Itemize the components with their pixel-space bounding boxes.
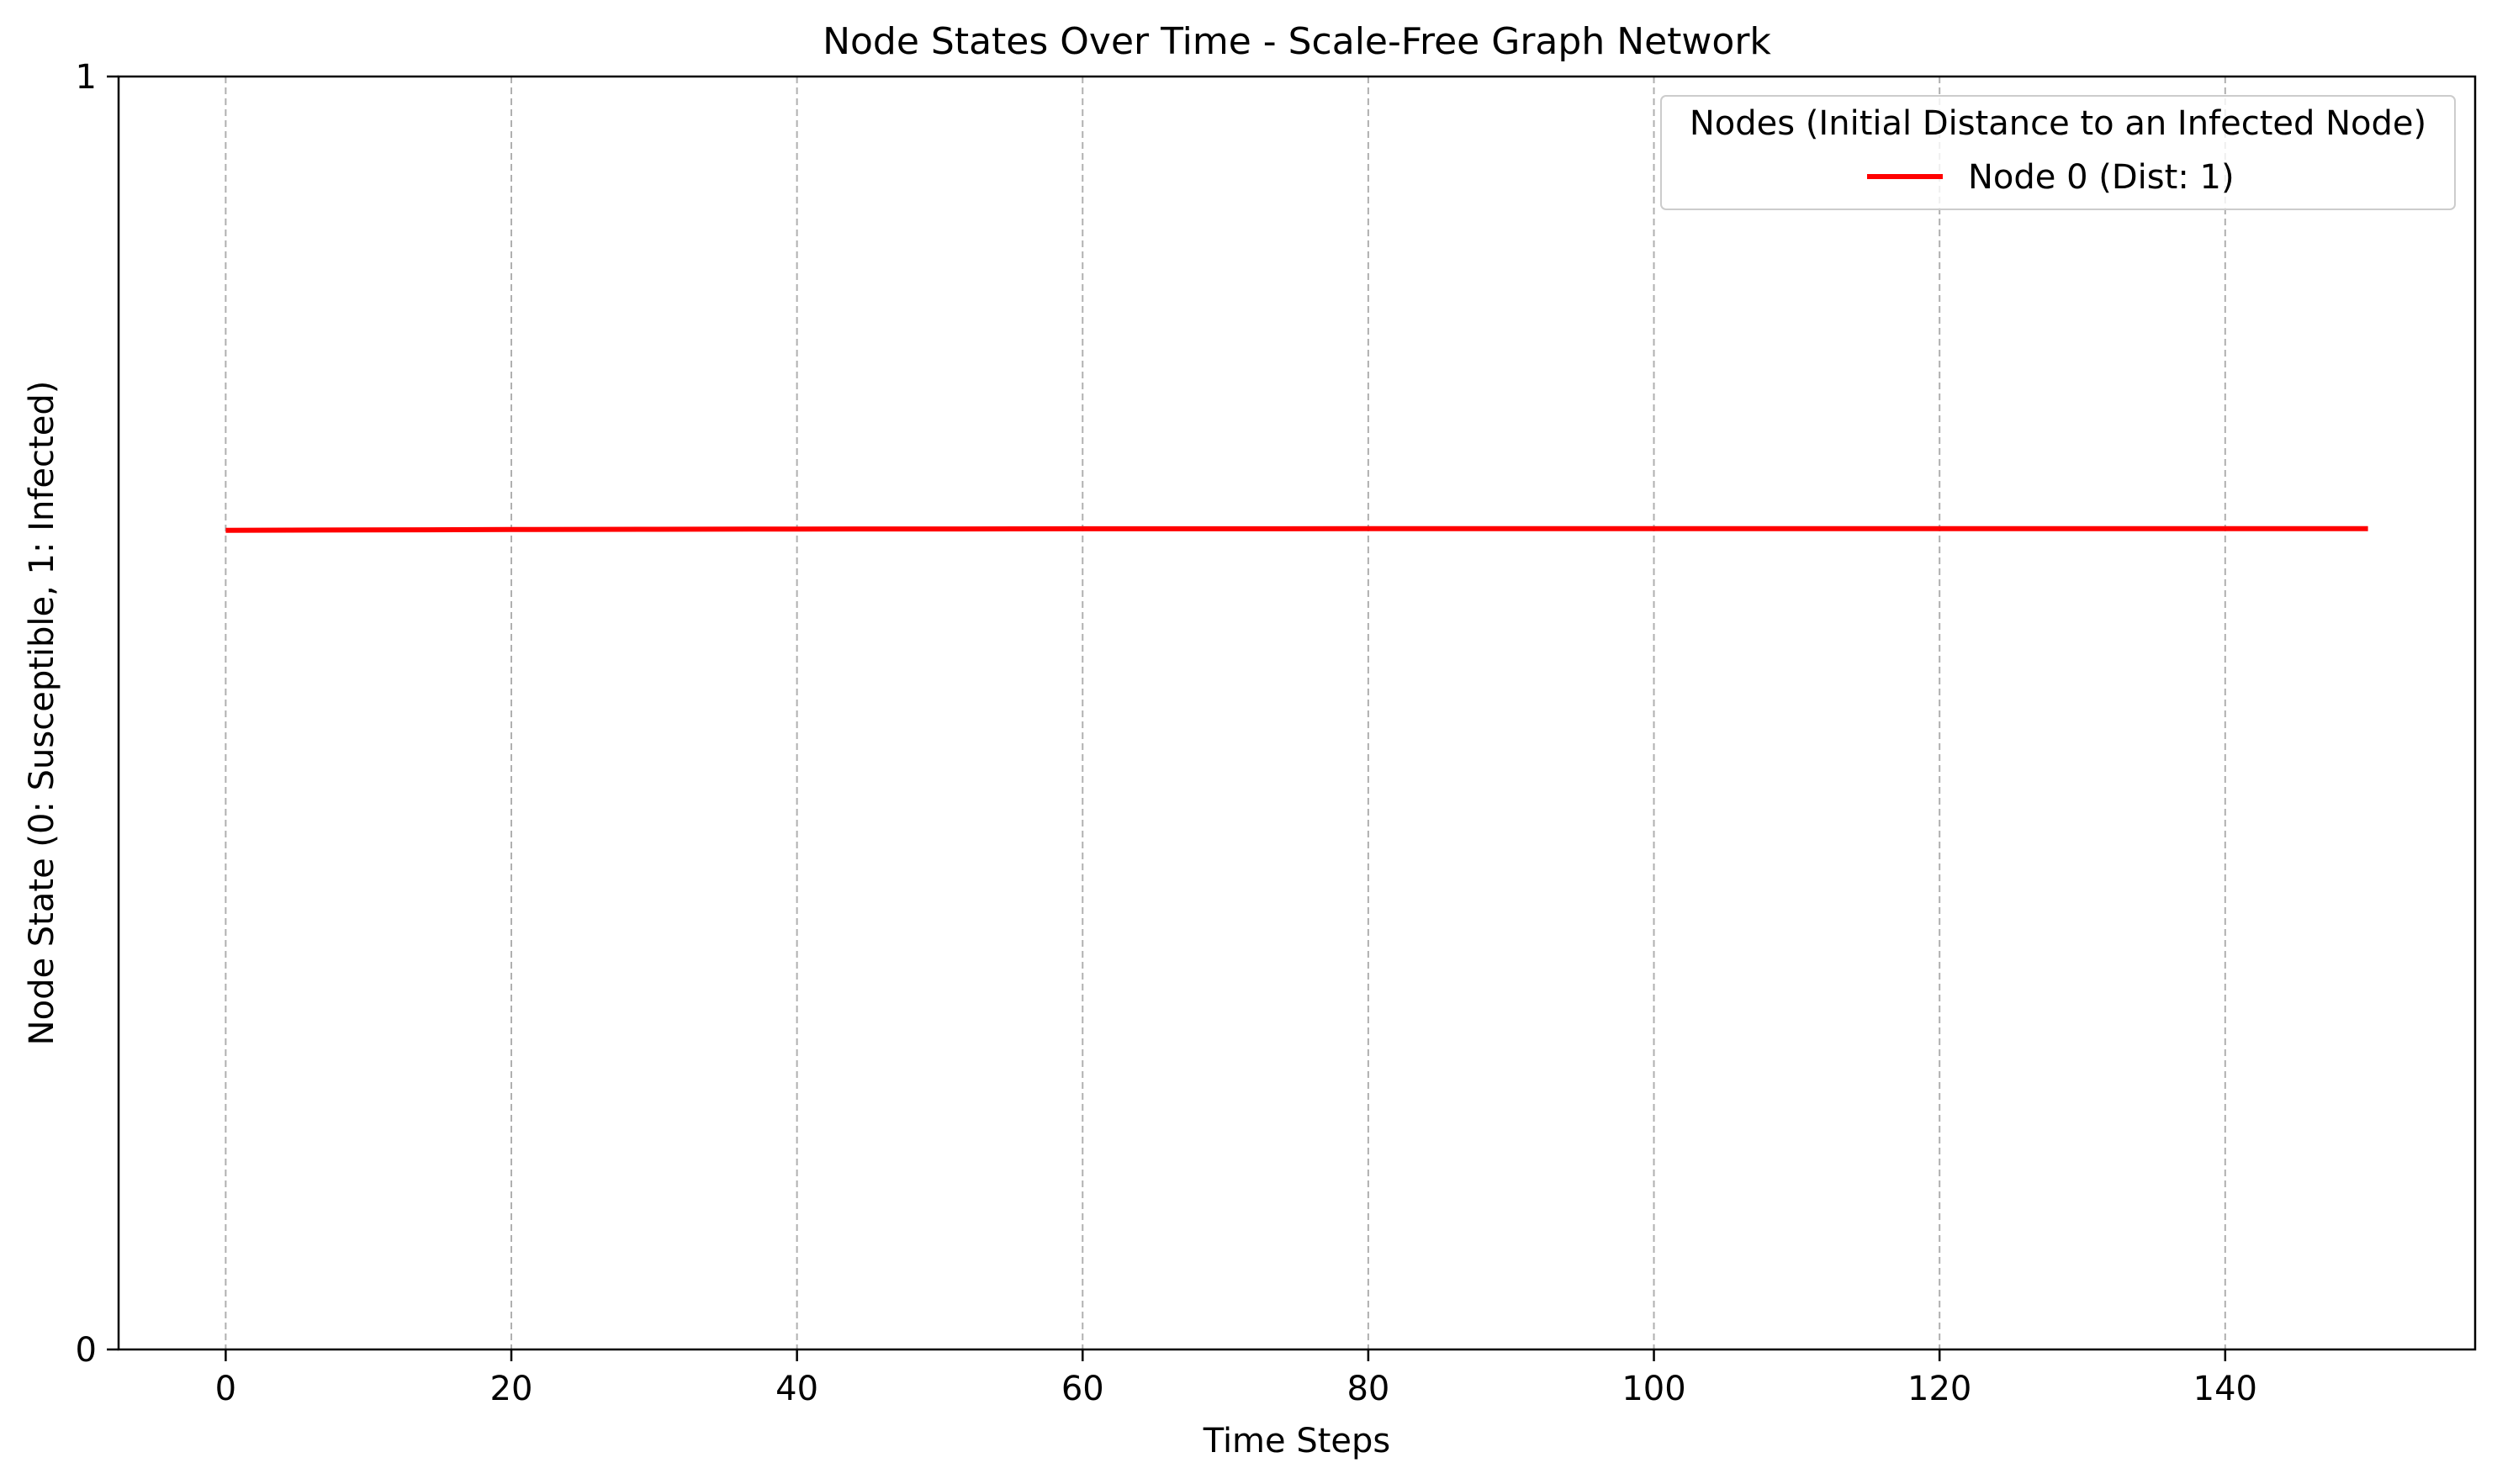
x-tick-label: 80	[1346, 1370, 1389, 1408]
x-tick-label: 40	[775, 1370, 818, 1408]
legend-box	[1660, 95, 2456, 210]
legend-title: Nodes (Initial Distance to an Infected N…	[1690, 104, 2426, 143]
chart-title: Node States Over Time - Scale-Free Graph…	[823, 20, 1771, 63]
y-axis-ticks: 01	[76, 58, 119, 1370]
legend-entry-label: Node 0 (Dist: 1)	[1968, 158, 2235, 197]
plot-frame	[117, 75, 2477, 1351]
x-tick-label: 0	[215, 1370, 236, 1408]
x-tick-label: 120	[1907, 1370, 1971, 1408]
series-layer	[225, 525, 2368, 533]
series-line-node-0	[225, 525, 2368, 533]
x-tick-label: 100	[1621, 1370, 1685, 1408]
grid-layer	[225, 77, 2226, 1349]
y-axis-label: Node State (0: Susceptible, 1: Infected)	[23, 381, 61, 1046]
y-tick-label: 1	[76, 58, 97, 97]
x-tick-label: 60	[1061, 1370, 1104, 1408]
y-tick-label: 0	[76, 1331, 97, 1370]
x-axis-ticks: 0 20 40 60 80 100 120 140	[215, 1349, 2257, 1408]
legend: Nodes (Initial Distance to an Infected N…	[1660, 95, 2456, 210]
x-axis-label: Time Steps	[1203, 1422, 1391, 1460]
x-tick-label: 140	[2193, 1370, 2257, 1408]
x-tick-label: 20	[490, 1370, 533, 1408]
